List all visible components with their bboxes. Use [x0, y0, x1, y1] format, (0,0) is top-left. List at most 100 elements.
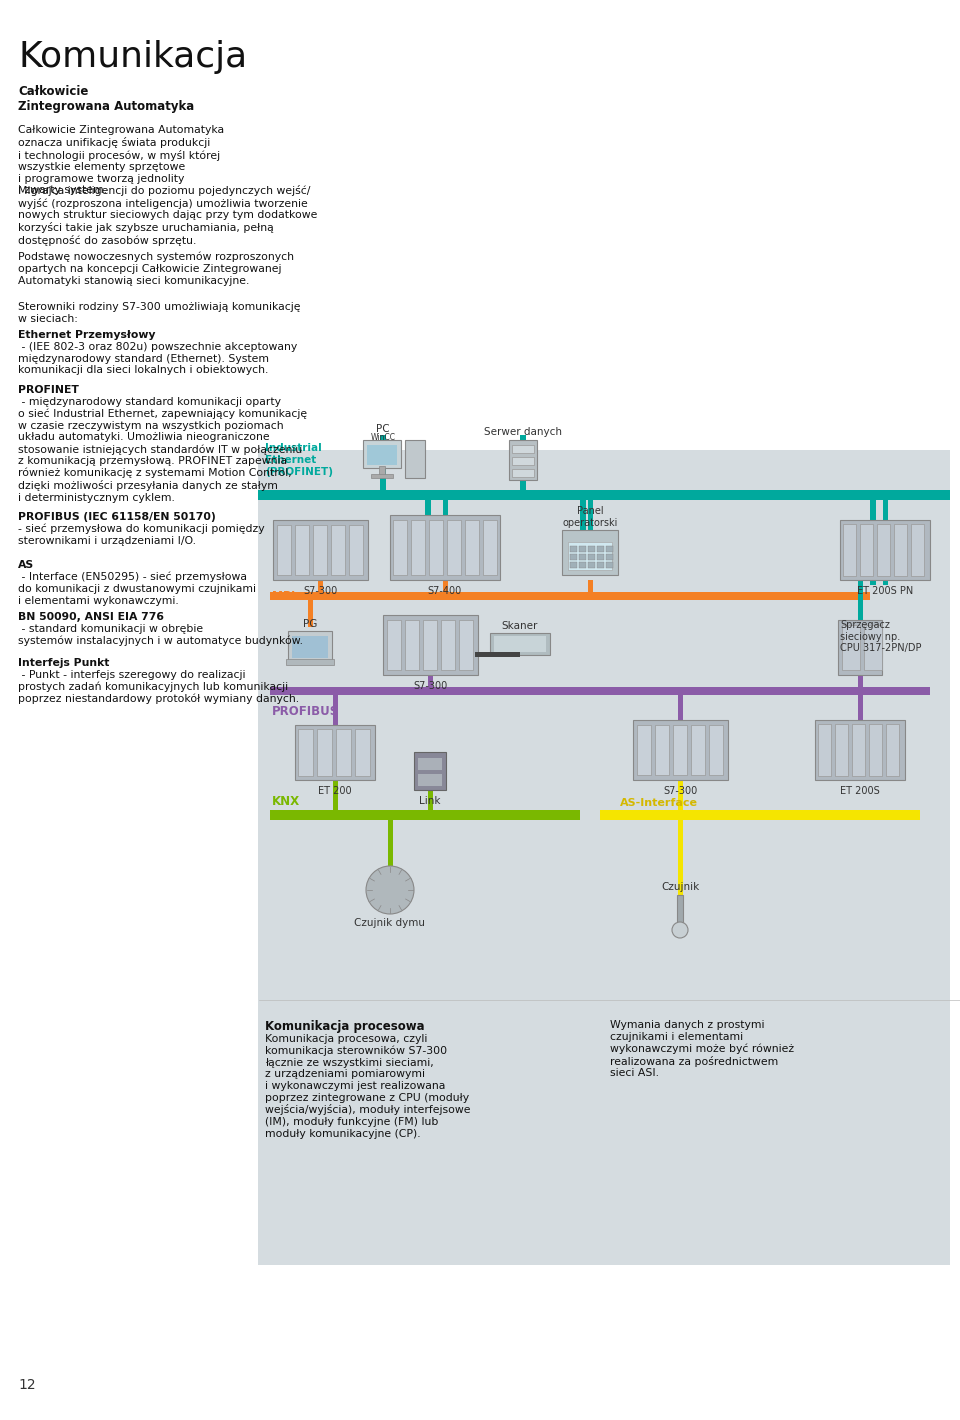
- Bar: [655, 726, 669, 775]
- Bar: [336, 728, 351, 775]
- Text: Czujnik: Czujnik: [660, 882, 699, 892]
- Bar: [475, 652, 520, 657]
- Text: MPI: MPI: [272, 591, 295, 601]
- Text: - Interface (EN50295) - sieć przemysłowa
do komunikacji z dwustanowymi czujnikam: - Interface (EN50295) - sieć przemysłowa…: [18, 572, 256, 606]
- Bar: [379, 466, 385, 476]
- Text: Migrajca inteligencji do poziomu pojedynczych wejść/
wyjść (rozproszona intelige: Migrajca inteligencji do poziomu pojedyn…: [18, 185, 318, 246]
- Text: BN 50090, ANSI EIA 776: BN 50090, ANSI EIA 776: [18, 612, 164, 622]
- Bar: [597, 547, 604, 552]
- Bar: [465, 520, 479, 575]
- Bar: [441, 621, 455, 670]
- Bar: [840, 520, 930, 579]
- Text: Skaner: Skaner: [502, 621, 539, 630]
- Bar: [270, 809, 580, 819]
- Bar: [349, 525, 363, 575]
- Bar: [333, 780, 338, 809]
- Bar: [292, 636, 328, 657]
- Bar: [588, 562, 595, 568]
- Text: - sieć przemysłowa do komunikacji pomiędzy
sterownikami i urządzeniami I/O.: - sieć przemysłowa do komunikacji pomięd…: [18, 524, 265, 547]
- Bar: [570, 562, 577, 568]
- Bar: [428, 790, 433, 809]
- Text: AS: AS: [18, 559, 35, 569]
- Bar: [318, 579, 323, 592]
- Bar: [258, 490, 950, 500]
- Text: 12: 12: [18, 1377, 36, 1392]
- Bar: [606, 547, 613, 552]
- Bar: [286, 659, 334, 665]
- Bar: [390, 515, 500, 579]
- Text: WinCC: WinCC: [371, 433, 396, 442]
- Bar: [568, 542, 612, 569]
- Bar: [852, 724, 865, 775]
- Bar: [858, 579, 863, 621]
- Bar: [411, 520, 425, 575]
- Text: Panel
operatorski: Panel operatorski: [563, 507, 617, 528]
- Text: Wymania danych z prostymi
czujnikami i elementami
wykonawczymi może być również
: Wymania danych z prostymi czujnikami i e…: [610, 1020, 794, 1078]
- Bar: [588, 547, 595, 552]
- Bar: [313, 525, 327, 575]
- Bar: [509, 440, 537, 480]
- Bar: [858, 687, 863, 780]
- Bar: [570, 554, 577, 559]
- Bar: [288, 630, 332, 660]
- Bar: [637, 726, 651, 775]
- Text: PROFIBUS: PROFIBUS: [272, 704, 339, 719]
- Bar: [678, 819, 683, 895]
- Bar: [588, 500, 593, 569]
- Bar: [588, 579, 593, 592]
- Bar: [459, 621, 473, 670]
- Bar: [405, 440, 425, 479]
- Text: - standard komunikacji w obrębie
systemów instalacyjnych i w automatyce budynków: - standard komunikacji w obrębie systemó…: [18, 623, 303, 646]
- Bar: [579, 554, 586, 559]
- Bar: [860, 524, 873, 577]
- Bar: [677, 895, 683, 930]
- Text: KNX: KNX: [272, 795, 300, 808]
- Bar: [606, 562, 613, 568]
- Text: PROFIBUS (IEC 61158/EN 50170): PROFIBUS (IEC 61158/EN 50170): [18, 513, 216, 523]
- Bar: [597, 554, 604, 559]
- Text: PG: PG: [302, 619, 317, 629]
- Text: Komunikacja procesowa, czyli
komunikacja sterowników S7-300
łącznie ze wszystkim: Komunikacja procesowa, czyli komunikacja…: [265, 1034, 470, 1139]
- Bar: [490, 633, 550, 655]
- Bar: [512, 469, 534, 477]
- Bar: [429, 520, 443, 575]
- Bar: [443, 500, 448, 569]
- Text: S7-400: S7-400: [428, 586, 462, 596]
- Bar: [270, 592, 870, 601]
- Bar: [298, 728, 313, 775]
- Text: Komunikacja: Komunikacja: [18, 40, 247, 74]
- Circle shape: [672, 922, 688, 939]
- Bar: [380, 435, 386, 490]
- Text: AS-Interface: AS-Interface: [620, 798, 698, 808]
- Text: Link: Link: [420, 797, 441, 807]
- Text: ET 200: ET 200: [318, 787, 351, 797]
- Bar: [870, 500, 876, 585]
- Bar: [447, 520, 461, 575]
- Bar: [562, 530, 618, 575]
- Bar: [600, 809, 920, 819]
- Bar: [588, 554, 595, 559]
- Bar: [512, 457, 534, 464]
- Bar: [894, 524, 907, 577]
- Text: ET 200S PN: ET 200S PN: [857, 586, 913, 596]
- Bar: [858, 674, 863, 687]
- Bar: [277, 525, 291, 575]
- Bar: [512, 444, 534, 453]
- Text: Podstawę nowoczesnych systemów rozproszonych
opartych na koncepcji Całkowicie Zi: Podstawę nowoczesnych systemów rozproszo…: [18, 251, 294, 285]
- Bar: [842, 625, 860, 670]
- Bar: [317, 728, 332, 775]
- Bar: [423, 621, 437, 670]
- Bar: [418, 774, 442, 787]
- Bar: [355, 728, 370, 775]
- Bar: [393, 520, 407, 575]
- Text: Czujnik dymu: Czujnik dymu: [354, 917, 425, 929]
- Bar: [520, 435, 526, 490]
- Bar: [838, 621, 882, 674]
- Bar: [580, 500, 586, 569]
- Bar: [835, 724, 848, 775]
- Text: Industrial
Ethernet
(PROFINET): Industrial Ethernet (PROFINET): [265, 443, 333, 477]
- Bar: [367, 444, 397, 464]
- Text: Komunikacja procesowa: Komunikacja procesowa: [265, 1020, 424, 1032]
- Bar: [414, 753, 446, 790]
- Bar: [333, 687, 338, 780]
